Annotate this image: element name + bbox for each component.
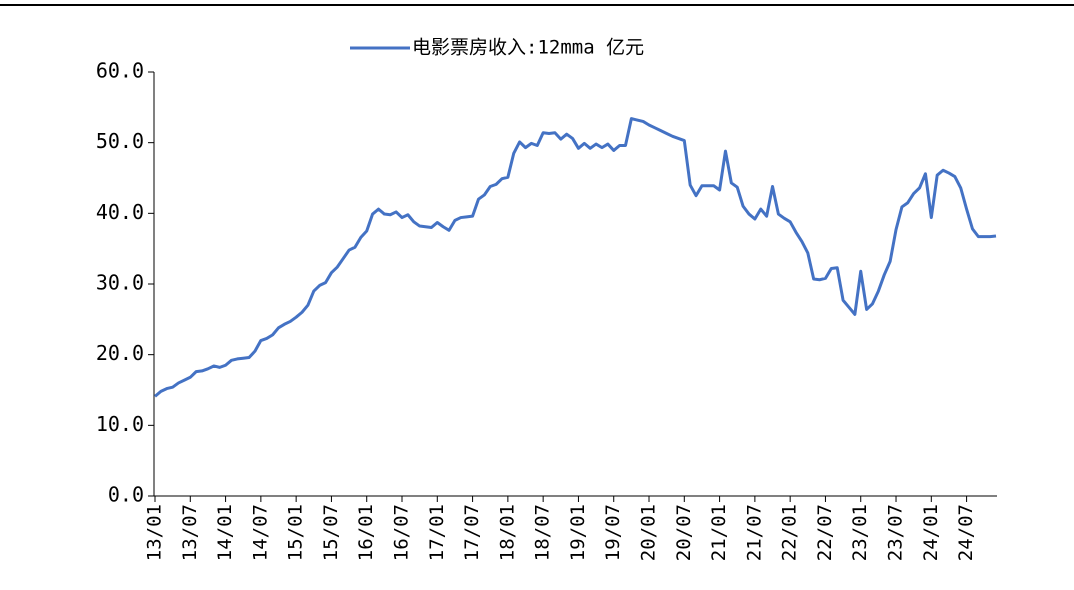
y-tick-label: 40.0 [96,200,144,224]
x-tick-label: 13/07 [179,504,201,561]
x-tick-label: 22/07 [814,504,836,561]
y-tick-label: 60.0 [96,59,144,83]
x-tick-label: 18/07 [532,504,554,561]
x-tick-label: 21/07 [743,504,765,561]
x-tick-label: 19/01 [567,504,589,561]
y-tick-label: 0.0 [108,483,144,507]
x-tick-label: 24/07 [955,504,977,561]
x-tick-label: 17/07 [461,504,483,561]
x-tick-label: 14/01 [214,504,236,561]
x-tick-label: 17/01 [426,504,448,561]
x-tick-label: 13/01 [144,504,166,561]
x-tick-label: 18/01 [496,504,518,561]
x-tick-label: 21/01 [708,504,730,561]
x-tick-label: 20/01 [638,504,660,561]
x-tick-label: 16/01 [355,504,377,561]
y-tick-label: 50.0 [96,129,144,153]
y-tick-label: 20.0 [96,341,144,365]
x-tick-label: 15/01 [285,504,307,561]
x-tick-label: 14/07 [249,504,271,561]
x-tick-label: 23/07 [885,504,907,561]
legend-label: 电影票房收入:12mma 亿元 [412,37,644,59]
x-tick-label: 23/01 [849,504,871,561]
x-tick-label: 22/01 [779,504,801,561]
y-tick-label: 10.0 [96,412,144,436]
x-tick-label: 19/07 [602,504,624,561]
y-tick-label: 30.0 [96,271,144,295]
x-tick-label: 20/07 [673,504,695,561]
x-tick-label: 15/07 [320,504,342,561]
x-tick-label: 16/07 [391,504,413,561]
x-tick-label: 24/01 [920,504,942,561]
data-line [154,117,997,398]
